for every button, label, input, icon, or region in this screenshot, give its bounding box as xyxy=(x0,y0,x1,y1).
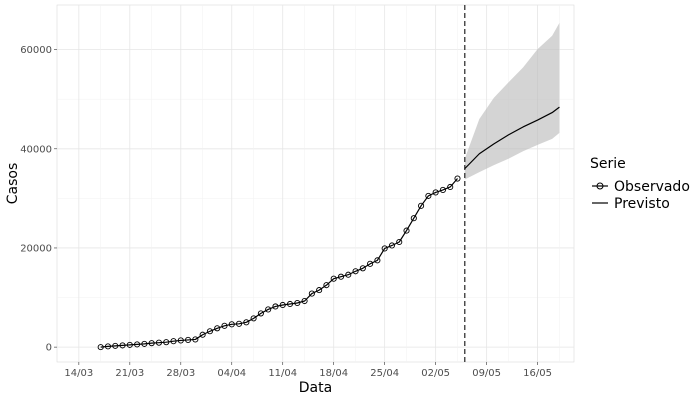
data-point-observado xyxy=(170,338,177,345)
data-point-observado xyxy=(286,300,294,308)
y-axis-title: Casos xyxy=(5,163,21,205)
series-lines xyxy=(100,106,560,348)
data-point-observado xyxy=(388,242,396,249)
data-point-observado xyxy=(192,336,199,343)
x-tick-label: 04/04 xyxy=(217,368,246,379)
legend-key-observado-point xyxy=(596,182,604,190)
data-point-observado xyxy=(308,290,315,297)
y-tick-label: 0 xyxy=(46,343,52,354)
y-tick-label: 60000 xyxy=(20,45,52,56)
x-tick-label: 16/05 xyxy=(523,368,552,379)
series-line-previsto xyxy=(464,106,560,170)
x-tick-label: 14/03 xyxy=(64,368,93,379)
data-point-observado xyxy=(403,227,410,234)
data-point-observado xyxy=(155,339,162,346)
data-point-observado xyxy=(352,268,359,275)
data-point-observado xyxy=(199,331,206,338)
legend-item-observado: Observado xyxy=(592,179,690,195)
data-point-observado xyxy=(381,245,388,252)
x-tick-label: 18/04 xyxy=(319,368,348,379)
y-axis-ticks: 0 20000 40000 60000 xyxy=(20,45,57,354)
forecast-interval xyxy=(464,22,560,180)
data-point-observado xyxy=(323,282,330,289)
x-tick-label: 25/04 xyxy=(370,368,399,379)
x-tick-label: 09/05 xyxy=(472,368,501,379)
data-point-observado xyxy=(272,303,279,310)
legend-label-observado: Observado xyxy=(614,179,690,195)
data-point-observado xyxy=(396,238,403,246)
legend-label-previsto: Previsto xyxy=(614,196,670,212)
data-point-observado xyxy=(447,183,454,191)
data-point-observado xyxy=(425,192,432,199)
data-point-observado xyxy=(337,273,345,280)
data-point-observado xyxy=(119,342,126,349)
x-axis-ticks: 14/03 21/03 28/03 04/04 11/04 18/04 25/04 02/05… xyxy=(64,362,552,379)
forecast-ribbon xyxy=(464,22,560,180)
data-point-observado xyxy=(432,189,439,196)
data-point-observado xyxy=(126,341,133,348)
plot-panel xyxy=(56,4,575,363)
series-line-observado xyxy=(100,178,458,348)
data-point-observado xyxy=(257,310,264,317)
data-point-observado xyxy=(104,343,112,350)
legend-item-previsto: Previsto xyxy=(592,196,670,212)
observed-points xyxy=(97,175,461,351)
data-point-observado xyxy=(163,339,170,346)
data-point-observado xyxy=(206,328,213,335)
data-point-observado xyxy=(359,265,366,272)
x-axis-title: Data xyxy=(299,380,332,396)
legend-title: Serie xyxy=(590,156,626,172)
data-point-observado xyxy=(345,271,352,278)
y-tick-label: 20000 xyxy=(20,243,52,254)
data-point-observado xyxy=(265,306,272,313)
data-point-observado xyxy=(134,341,141,348)
grid-lines xyxy=(57,5,574,362)
data-point-observado xyxy=(228,321,235,328)
data-point-observado xyxy=(235,320,243,327)
data-point-observado xyxy=(250,315,257,322)
data-point-observado xyxy=(374,257,381,264)
data-point-observado xyxy=(294,299,301,307)
data-point-observado xyxy=(214,325,221,332)
y-tick-label: 40000 xyxy=(20,144,52,155)
data-point-observado xyxy=(97,344,104,351)
data-point-observado xyxy=(454,175,461,182)
data-point-observado xyxy=(410,215,417,222)
x-tick-label: 11/04 xyxy=(268,368,297,379)
data-point-observado xyxy=(279,301,286,309)
data-point-observado xyxy=(141,340,148,347)
data-point-observado xyxy=(367,260,374,267)
data-point-observado xyxy=(418,202,425,209)
legend: Serie Observado Previsto xyxy=(590,156,690,212)
data-point-observado xyxy=(330,275,337,282)
data-point-observado xyxy=(316,287,323,294)
data-point-observado xyxy=(243,319,250,326)
data-point-observado xyxy=(301,297,308,305)
data-point-observado xyxy=(439,186,446,193)
data-point-observado xyxy=(112,342,119,349)
data-point-observado xyxy=(148,340,155,347)
data-point-observado xyxy=(177,337,184,344)
data-point-observado xyxy=(221,322,228,329)
x-tick-label: 02/05 xyxy=(421,368,450,379)
x-tick-label: 28/03 xyxy=(166,368,195,379)
x-tick-label: 21/03 xyxy=(115,368,144,379)
data-point-observado xyxy=(185,336,192,343)
